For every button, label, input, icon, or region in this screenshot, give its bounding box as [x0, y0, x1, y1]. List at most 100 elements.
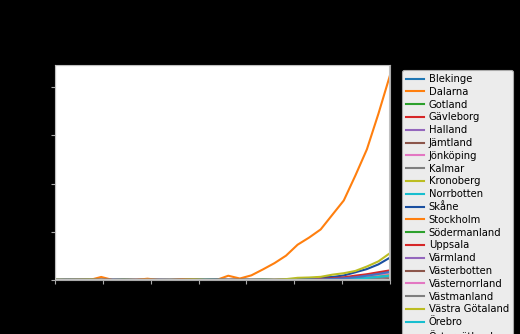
- Östergötland: [63, 278, 70, 282]
- Jämtland: [75, 278, 81, 282]
- Gävleborg: [167, 278, 174, 282]
- Gotland: [260, 278, 266, 282]
- Kalmar: [179, 278, 185, 282]
- Kronoberg: [283, 278, 289, 282]
- Värmland: [352, 277, 358, 281]
- Kalmar: [271, 278, 278, 282]
- Halland: [237, 278, 243, 282]
- Halland: [225, 278, 231, 282]
- Södermanland: [341, 276, 347, 280]
- Östergötland: [294, 278, 301, 282]
- Blekinge: [63, 278, 70, 282]
- Kronoberg: [156, 278, 162, 282]
- Västra Götaland: [294, 276, 301, 280]
- Värmland: [179, 278, 185, 282]
- Blekinge: [121, 278, 127, 282]
- Gotland: [318, 278, 324, 282]
- Blekinge: [387, 275, 393, 279]
- Uppsala: [306, 278, 312, 282]
- Västerbotten: [387, 274, 393, 278]
- Västra Götaland: [52, 278, 58, 282]
- Värmland: [260, 278, 266, 282]
- Västernorrland: [179, 278, 185, 282]
- Dalarna: [144, 278, 150, 282]
- Kronoberg: [375, 275, 382, 279]
- Jönköping: [63, 278, 70, 282]
- Skåne: [387, 256, 393, 260]
- Dalarna: [260, 278, 266, 282]
- Gävleborg: [190, 278, 197, 282]
- Västerbotten: [375, 275, 382, 279]
- Södermanland: [294, 278, 301, 282]
- Jämtland: [271, 278, 278, 282]
- Västmanland: [294, 278, 301, 282]
- Norrbotten: [52, 278, 58, 282]
- Dalarna: [86, 278, 93, 282]
- Örebro: [190, 278, 197, 282]
- Örebro: [121, 278, 127, 282]
- Blekinge: [341, 278, 347, 282]
- Jönköping: [167, 278, 174, 282]
- Södermanland: [156, 278, 162, 282]
- Kalmar: [121, 278, 127, 282]
- Värmland: [248, 278, 254, 282]
- Uppsala: [52, 278, 58, 282]
- Gotland: [237, 278, 243, 282]
- Uppsala: [110, 278, 116, 282]
- Södermanland: [237, 278, 243, 282]
- Västra Götaland: [110, 278, 116, 282]
- Västerbotten: [133, 278, 139, 282]
- Östergötland: [179, 278, 185, 282]
- Västra Götaland: [133, 278, 139, 282]
- Västra Götaland: [75, 278, 81, 282]
- Blekinge: [202, 278, 209, 282]
- Västmanland: [156, 278, 162, 282]
- Västmanland: [329, 278, 335, 282]
- Gävleborg: [375, 273, 382, 277]
- Östergötland: [352, 275, 358, 279]
- Line: Stockholm: Stockholm: [55, 75, 390, 280]
- Jönköping: [271, 278, 278, 282]
- Jönköping: [52, 278, 58, 282]
- Västra Götaland: [225, 278, 231, 282]
- Skåne: [86, 278, 93, 282]
- Södermanland: [260, 278, 266, 282]
- Gotland: [156, 278, 162, 282]
- Uppsala: [341, 275, 347, 279]
- Gävleborg: [237, 278, 243, 282]
- Västra Götaland: [352, 269, 358, 273]
- Kalmar: [260, 278, 266, 282]
- Dalarna: [294, 278, 301, 282]
- Västra Götaland: [271, 278, 278, 282]
- Västmanland: [214, 278, 220, 282]
- Västernorrland: [167, 278, 174, 282]
- Örebro: [156, 278, 162, 282]
- Västernorrland: [202, 278, 209, 282]
- Halland: [190, 278, 197, 282]
- Blekinge: [156, 278, 162, 282]
- Örebro: [144, 278, 150, 282]
- Bar: [55, 65, 390, 280]
- Västmanland: [190, 278, 197, 282]
- Norrbotten: [156, 278, 162, 282]
- Västerbotten: [306, 278, 312, 282]
- Blekinge: [144, 278, 150, 282]
- Blekinge: [375, 276, 382, 280]
- Värmland: [364, 276, 370, 280]
- Kronoberg: [121, 278, 127, 282]
- Stockholm: [306, 235, 312, 239]
- Örebro: [329, 278, 335, 282]
- Skåne: [121, 278, 127, 282]
- Kronoberg: [237, 278, 243, 282]
- Västerbotten: [214, 278, 220, 282]
- Dalarna: [52, 278, 58, 282]
- Norrbotten: [167, 278, 174, 282]
- Stockholm: [352, 174, 358, 178]
- Västernorrland: [306, 278, 312, 282]
- Gävleborg: [98, 278, 105, 282]
- Norrbotten: [248, 278, 254, 282]
- Uppsala: [179, 278, 185, 282]
- Jämtland: [318, 278, 324, 282]
- Jämtland: [214, 278, 220, 282]
- Jämtland: [98, 278, 105, 282]
